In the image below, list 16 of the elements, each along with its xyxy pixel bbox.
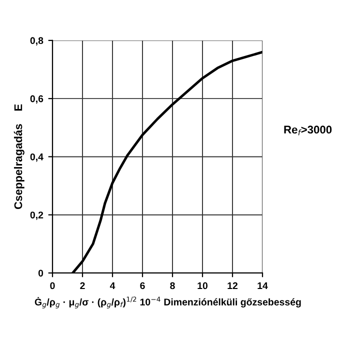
x-tick-label: 12	[228, 282, 238, 290]
x-tick-label: 4	[110, 282, 116, 290]
text: Ġ$_{g}$/ρ$_{g}$ · μ$_{g}$/σ · (ρ$_{g}$/ρ$_{f}$)$^{1/2}$ 10$^{−4}$ Dimenziónélküli gőzsebesség	[34, 296, 301, 308]
y-tick-label: 0,8	[30, 37, 44, 46]
x-tick-label: 0	[50, 282, 55, 290]
y-tick-label: 0	[38, 270, 44, 277]
x-tick-label: 14	[258, 282, 268, 290]
y-tick-label: 0,6	[30, 95, 44, 104]
y-tick-label: 0,2	[30, 212, 44, 220]
x-tick-label: 10	[198, 282, 208, 290]
y-axis-title: Cseppelragadás E	[14, 104, 24, 210]
x-tick-label: 8	[170, 282, 175, 290]
x-tick-label: 6	[140, 282, 145, 290]
text: Re$_{f}$>3000	[284, 126, 332, 136]
x-tick-label: 2	[80, 282, 85, 290]
y-tick-label: 0,4	[30, 153, 44, 162]
